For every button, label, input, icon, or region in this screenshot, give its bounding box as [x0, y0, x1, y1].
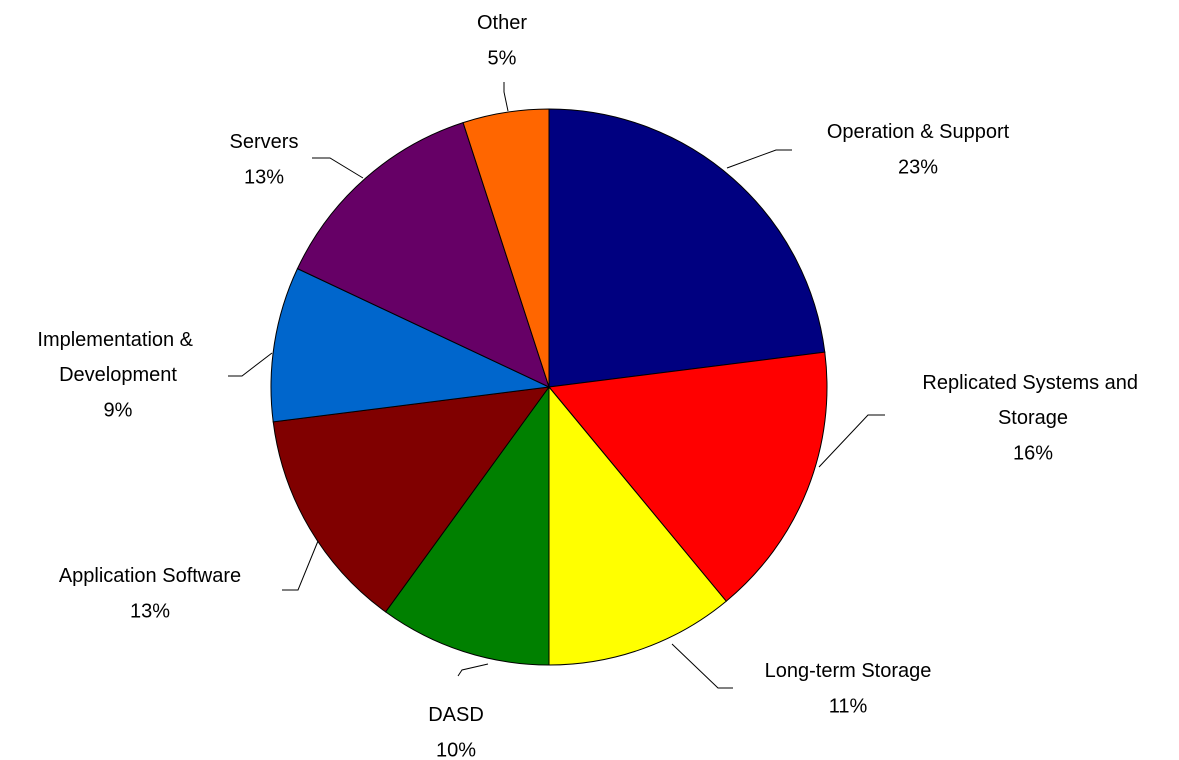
value-label: 5% [488, 47, 517, 69]
leader-line [282, 540, 319, 591]
value-label: 23% [898, 156, 938, 178]
slice-label: Implementation & Development [37, 329, 198, 386]
value-label: 9% [104, 399, 133, 421]
slice-label: Other [477, 12, 527, 34]
value-label: 16% [1013, 442, 1053, 464]
pie-slice [462, 108, 550, 388]
leader-line [228, 352, 273, 377]
pie-slice [548, 108, 826, 388]
leader-line [457, 663, 489, 677]
pie-slice [272, 386, 551, 613]
value-label: 13% [130, 600, 170, 622]
pie-slice [548, 385, 727, 666]
leader-line [312, 157, 364, 179]
value-label: 10% [436, 739, 476, 760]
pie-slice [270, 267, 551, 423]
slice-label: Application Software [59, 565, 241, 587]
leader-line [671, 643, 733, 689]
slice-label: Long-term Storage [765, 660, 932, 682]
leader-line [503, 82, 509, 112]
value-label: 11% [829, 695, 868, 717]
pie-slice [296, 121, 550, 388]
value-label: 13% [244, 166, 284, 188]
leader-line [818, 414, 885, 468]
slice-label: DASD [428, 704, 484, 726]
slice-label: Servers [230, 131, 299, 153]
pie-slice [548, 351, 828, 602]
slice-label: Operation & Support [827, 121, 1010, 143]
leader-line [726, 149, 792, 169]
slice-label: Replicated Systems and Storage [922, 372, 1143, 429]
pie-slice [384, 385, 550, 666]
